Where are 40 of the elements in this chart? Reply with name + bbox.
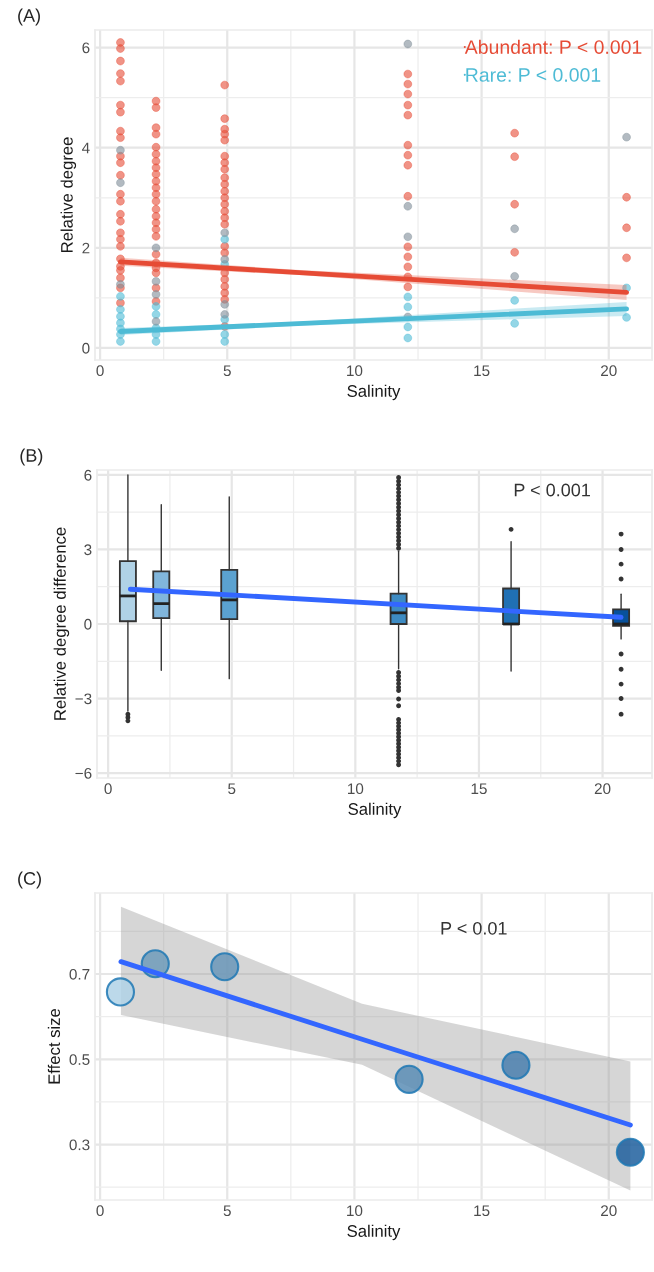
legend-label: Rare: P < 0.001: [466, 68, 601, 82]
y-tick-label: 6: [84, 469, 92, 481]
y-tick-label: 2: [82, 242, 90, 254]
x-tick-label: 5: [228, 783, 236, 795]
annotation: P < 0.001: [514, 483, 590, 497]
x-tick-label: 15: [471, 783, 487, 795]
x-axis-title: Salinity: [348, 802, 402, 819]
x-tick-label: 20: [601, 1205, 617, 1217]
y-tick-label: 6: [82, 42, 90, 54]
x-tick-label: 0: [96, 1205, 104, 1217]
x-tick-label: 10: [347, 365, 363, 377]
x-tick-label: 10: [348, 783, 364, 795]
y-tick-label: 0: [84, 618, 92, 630]
x-tick-label: 5: [223, 1205, 231, 1217]
x-axis-title: Salinity: [347, 1224, 401, 1241]
y-tick-label: 3: [84, 544, 92, 556]
y-axis-title: Effect size: [47, 1008, 61, 1084]
x-tick-label: 10: [347, 1205, 363, 1217]
y-tick-label: 0.3: [69, 1139, 90, 1151]
x-tick-label: 20: [601, 365, 617, 377]
y-tick-label: 0: [82, 342, 90, 354]
x-tick-label: 15: [474, 1205, 490, 1217]
chart-title: (A): [18, 8, 40, 26]
x-axis-title: Salinity: [347, 384, 401, 401]
y-tick-label: 0.7: [69, 968, 90, 980]
x-tick-label: 0: [104, 783, 112, 795]
x-tick-label: 5: [223, 365, 231, 377]
x-tick-label: 15: [474, 365, 490, 377]
annotation: P < 0.01: [441, 921, 507, 935]
y-tick-label: 4: [81, 142, 90, 154]
chart-title: (C): [18, 871, 41, 889]
y-tick-label: 0.5: [69, 1054, 90, 1065]
y-tick-label: −3: [75, 693, 92, 705]
legend-label: Abundant: P < 0.001: [464, 39, 642, 54]
y-axis-title: Relative degree difference: [53, 527, 70, 720]
y-axis-title: Relative degree: [60, 137, 77, 252]
x-tick-label: 0: [96, 365, 104, 377]
x-tick-label: 20: [594, 783, 611, 795]
chart-title: (B): [20, 448, 43, 466]
y-tick-label: −6: [75, 767, 92, 779]
